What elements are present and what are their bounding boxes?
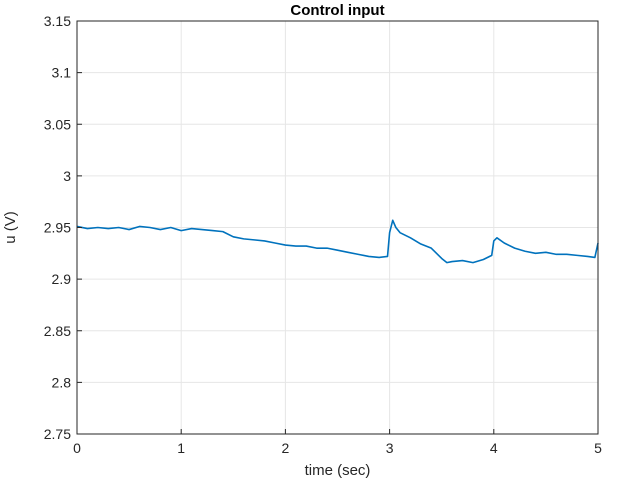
chart-title: Control input [290, 2, 384, 19]
y-tick-label: 3.15 [44, 13, 71, 29]
x-tick-label: 4 [490, 440, 498, 456]
x-tick-label: 2 [282, 440, 290, 456]
y-tick-label: 2.75 [44, 426, 71, 442]
y-tick-label: 3.1 [52, 65, 72, 81]
x-axis-ticks: 0 1 2 3 4 5 [73, 429, 602, 456]
y-tick-label: 3 [63, 168, 71, 184]
y-tick-label: 2.9 [52, 271, 72, 287]
y-axis-ticks: 2.75 2.8 2.85 2.9 2.95 3 3.05 3.1 3.15 [44, 13, 82, 442]
y-tick-label: 3.05 [44, 116, 71, 132]
y-tick-label: 2.95 [44, 220, 71, 236]
y-axis-label: u (V) [2, 211, 19, 244]
x-tick-label: 5 [594, 440, 602, 456]
y-tick-label: 2.8 [52, 374, 72, 390]
x-tick-label: 1 [177, 440, 185, 456]
y-tick-label: 2.85 [44, 323, 71, 339]
series-line [76, 219, 599, 264]
x-axis-label: time (sec) [305, 462, 371, 479]
x-tick-label: 0 [73, 440, 81, 456]
x-tick-label: 3 [386, 440, 394, 456]
